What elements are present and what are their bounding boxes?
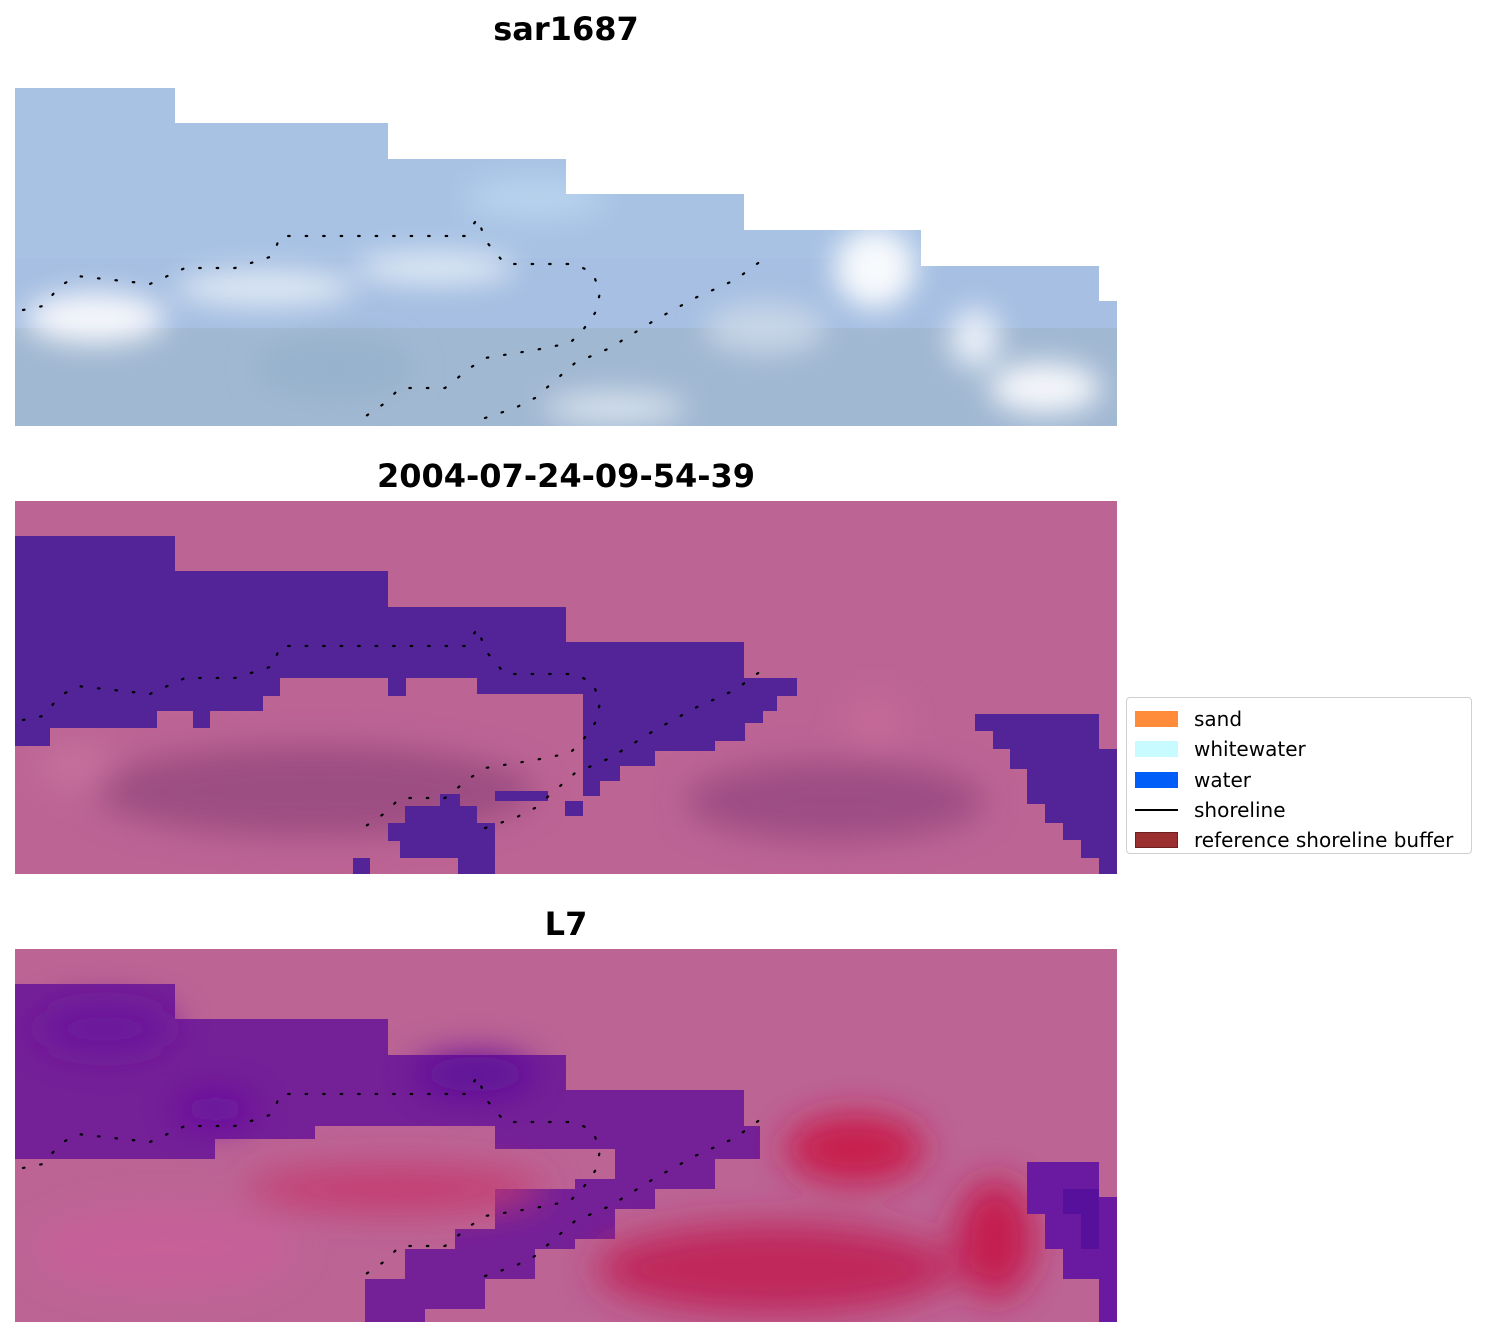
legend-label: whitewater (1194, 737, 1306, 762)
rgb-image-panel (15, 88, 1117, 426)
legend-item-whitewater: whitewater (1135, 734, 1463, 764)
shoreline-line-icon (1135, 809, 1178, 812)
legend-label: reference shoreline buffer (1194, 828, 1454, 853)
whitewater-swatch (1135, 741, 1178, 758)
legend-item-water: water (1135, 765, 1463, 795)
legend-item-sand: sand (1135, 704, 1463, 734)
legend: sand whitewater water shoreline referenc… (1126, 697, 1472, 854)
water-swatch (1135, 771, 1178, 788)
legend-item-shoreline: shoreline (1135, 795, 1463, 825)
shoreline-dotted (21, 1073, 767, 1278)
water-region (15, 536, 797, 874)
panel-title-rgb: sar1687 (493, 10, 639, 48)
legend-label: water (1194, 767, 1251, 792)
panel-title-satellite: L7 (544, 905, 588, 943)
probability-shading (15, 984, 1117, 1322)
rgb-image (15, 88, 1117, 426)
shoreline-dotted (21, 215, 767, 420)
sand-swatch (1135, 711, 1178, 728)
shoreline-dotted (21, 625, 767, 830)
water-region-right (975, 714, 1117, 874)
legend-item-reference-buffer: reference shoreline buffer (1135, 825, 1463, 855)
classification-panel (15, 501, 1117, 874)
buffer-swatch (1135, 832, 1178, 849)
legend-label: sand (1194, 707, 1243, 732)
legend-label: shoreline (1194, 798, 1286, 823)
probability-panel (15, 949, 1117, 1322)
panel-title-date: 2004-07-24-09-54-39 (376, 457, 756, 495)
